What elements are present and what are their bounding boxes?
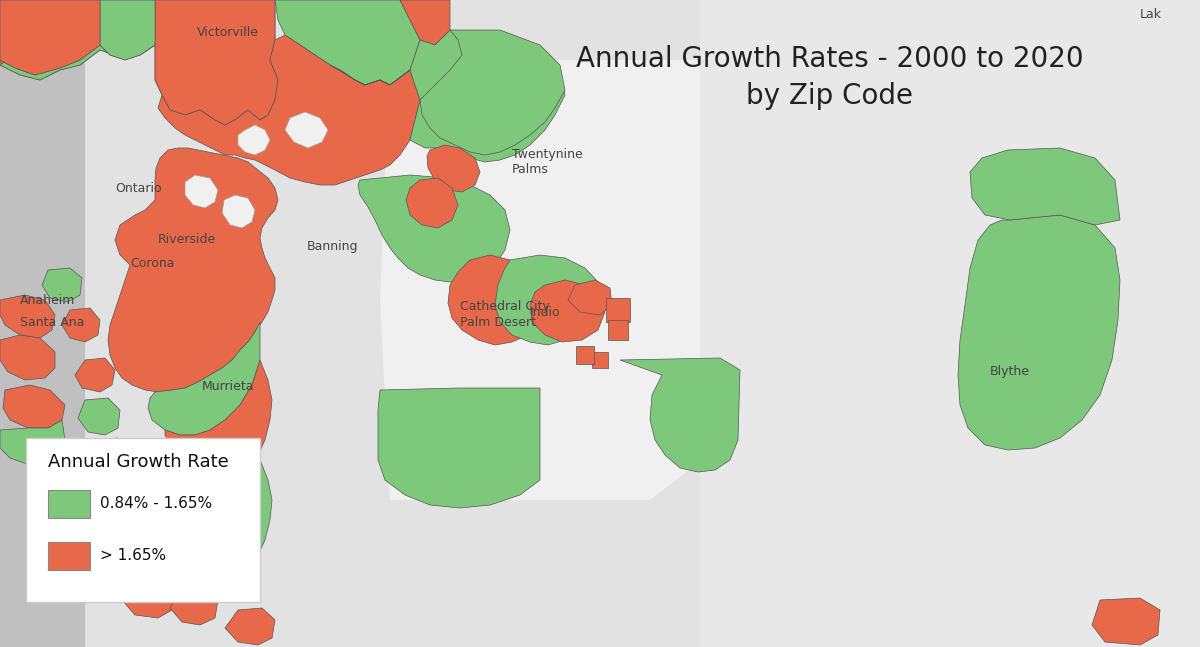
Text: Victorville: Victorville <box>197 26 259 39</box>
Polygon shape <box>400 0 450 45</box>
Polygon shape <box>608 320 628 340</box>
Polygon shape <box>74 358 115 392</box>
Polygon shape <box>0 0 100 75</box>
Polygon shape <box>155 0 278 125</box>
Text: Corona: Corona <box>130 257 174 270</box>
Polygon shape <box>592 352 608 368</box>
Polygon shape <box>427 145 480 192</box>
Polygon shape <box>42 268 82 302</box>
Polygon shape <box>82 438 130 478</box>
Polygon shape <box>203 455 272 560</box>
Text: 0.84% - 1.65%: 0.84% - 1.65% <box>100 496 212 512</box>
Text: by Zip Code: by Zip Code <box>746 82 913 110</box>
Text: Banning: Banning <box>306 240 358 253</box>
Polygon shape <box>0 0 100 80</box>
Text: Twentynine
Palms: Twentynine Palms <box>512 148 583 176</box>
Text: Escondido: Escondido <box>194 530 259 543</box>
Polygon shape <box>166 360 272 475</box>
Polygon shape <box>170 588 218 625</box>
Polygon shape <box>158 35 420 185</box>
Polygon shape <box>78 398 120 435</box>
Polygon shape <box>185 175 218 208</box>
Polygon shape <box>238 125 270 155</box>
Polygon shape <box>62 308 100 342</box>
Polygon shape <box>148 322 260 435</box>
Polygon shape <box>358 175 510 282</box>
Polygon shape <box>530 280 605 342</box>
Text: Anaheim: Anaheim <box>20 294 76 307</box>
Polygon shape <box>378 388 540 508</box>
Polygon shape <box>0 0 172 75</box>
Polygon shape <box>958 215 1120 450</box>
Polygon shape <box>496 255 600 345</box>
Text: Annual Growth Rate: Annual Growth Rate <box>48 453 229 471</box>
Polygon shape <box>275 0 420 85</box>
Text: Indio: Indio <box>530 306 560 319</box>
Text: Annual Growth Rates - 2000 to 2020: Annual Growth Rates - 2000 to 2020 <box>576 45 1084 73</box>
Text: Lak: Lak <box>1140 8 1162 21</box>
Polygon shape <box>970 148 1120 225</box>
Polygon shape <box>286 112 328 148</box>
Text: Cathedral City: Cathedral City <box>460 300 550 313</box>
Polygon shape <box>620 358 740 472</box>
Polygon shape <box>122 578 175 618</box>
Polygon shape <box>380 60 800 500</box>
Polygon shape <box>448 255 548 345</box>
Polygon shape <box>2 385 65 428</box>
FancyBboxPatch shape <box>48 542 90 570</box>
Polygon shape <box>0 335 55 380</box>
Text: Riverside: Riverside <box>158 233 216 246</box>
Polygon shape <box>0 0 85 647</box>
Polygon shape <box>222 195 256 228</box>
Polygon shape <box>100 0 155 60</box>
Polygon shape <box>100 0 155 55</box>
FancyBboxPatch shape <box>48 490 90 518</box>
Text: Murrieta: Murrieta <box>202 380 254 393</box>
FancyBboxPatch shape <box>26 438 260 602</box>
Text: Blythe: Blythe <box>990 365 1030 378</box>
Polygon shape <box>108 148 278 392</box>
Text: Palm Desert: Palm Desert <box>460 316 536 329</box>
Text: Santa Ana: Santa Ana <box>20 316 84 329</box>
Text: > 1.65%: > 1.65% <box>100 549 166 564</box>
Polygon shape <box>0 295 55 338</box>
Polygon shape <box>420 30 565 155</box>
Polygon shape <box>0 0 172 80</box>
Polygon shape <box>700 0 1200 647</box>
Text: Ontario: Ontario <box>115 182 162 195</box>
Polygon shape <box>1092 598 1160 645</box>
Polygon shape <box>606 298 630 322</box>
Polygon shape <box>155 0 278 125</box>
Polygon shape <box>85 0 1200 647</box>
Polygon shape <box>90 485 138 525</box>
Polygon shape <box>226 608 275 645</box>
Polygon shape <box>330 30 565 162</box>
Polygon shape <box>568 280 612 315</box>
Polygon shape <box>406 178 458 228</box>
Polygon shape <box>0 420 65 465</box>
Polygon shape <box>576 346 594 364</box>
